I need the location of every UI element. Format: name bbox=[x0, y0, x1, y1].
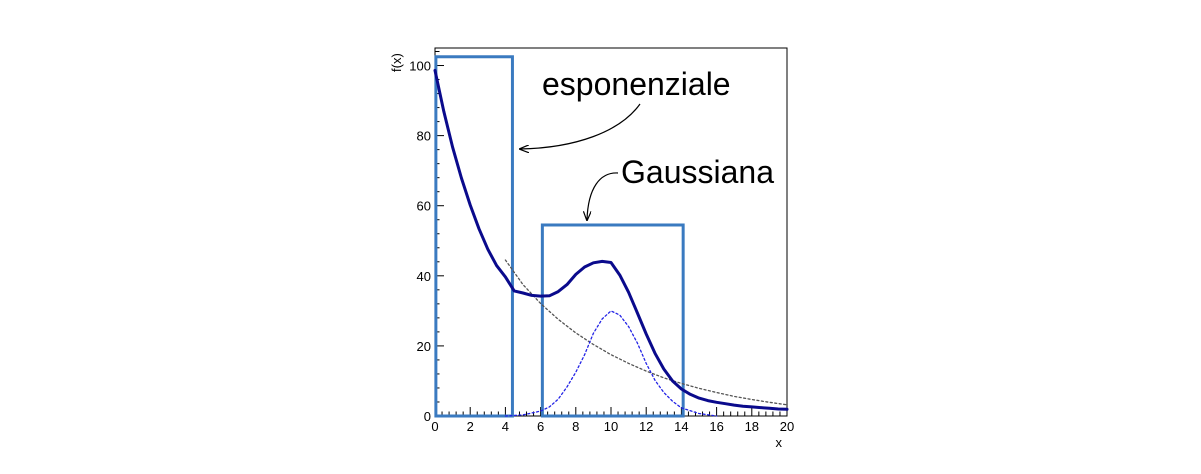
x-tick-label: 10 bbox=[604, 419, 618, 434]
series-line-1 bbox=[433, 68, 789, 411]
y-tick-label: 80 bbox=[417, 129, 431, 144]
annotation-gaussiana: Gaussiana bbox=[621, 154, 774, 190]
annotation-esponenziale-arrow bbox=[520, 103, 641, 149]
highlight-box-2 bbox=[540, 223, 685, 418]
x-axis-title: x bbox=[776, 435, 783, 450]
x-tick-label: 18 bbox=[745, 419, 759, 434]
series-layer bbox=[433, 68, 789, 417]
y-tick-label: 100 bbox=[409, 59, 431, 74]
y-tick-label: 20 bbox=[417, 339, 431, 354]
x-tick-label: 4 bbox=[502, 419, 509, 434]
x-tick-label: 12 bbox=[639, 419, 653, 434]
series-line-2 bbox=[504, 259, 788, 406]
x-tick-label: 14 bbox=[674, 419, 688, 434]
y-axis-title: f(x) bbox=[389, 53, 404, 72]
annotation-gaussiana-arrow bbox=[587, 172, 619, 220]
highlight-boxes bbox=[434, 55, 685, 418]
x-tick-label: 8 bbox=[572, 419, 579, 434]
y-tick-label: 40 bbox=[417, 269, 431, 284]
series-line-3 bbox=[504, 310, 718, 417]
ticks-layer: 0 2 4 6 8 10 12 14 16 18 20 0 20 40 60 80 100 bbox=[409, 51, 794, 434]
x-tick-label: 0 bbox=[431, 419, 438, 434]
y-tick-label: 0 bbox=[424, 409, 431, 424]
annotation-esponenziale: esponenziale bbox=[542, 66, 731, 102]
plot-frame bbox=[434, 47, 788, 417]
x-tick-label: 6 bbox=[537, 419, 544, 434]
x-tick-label: 2 bbox=[467, 419, 474, 434]
y-tick-label: 60 bbox=[417, 199, 431, 214]
highlight-box-1 bbox=[434, 55, 514, 418]
x-tick-label: 20 bbox=[780, 419, 794, 434]
x-tick-label: 16 bbox=[709, 419, 723, 434]
